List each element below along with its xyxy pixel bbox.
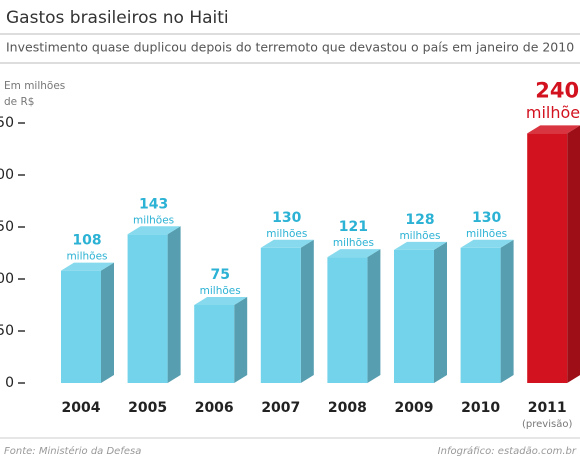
- y-tick-label: 200: [0, 167, 14, 183]
- bar-side: [567, 125, 580, 383]
- bar-side: [101, 262, 114, 383]
- y-axis-label: de R$: [4, 96, 34, 108]
- data-label-unit: milhões: [399, 230, 440, 242]
- data-label: 240: [535, 78, 579, 102]
- bar: [460, 247, 501, 383]
- bar: [260, 247, 301, 383]
- chart-subtitle: Investimento quase duplicou depois do te…: [6, 40, 574, 55]
- x-tick-label: 2010: [461, 400, 500, 416]
- data-label-unit: milhões: [200, 285, 241, 297]
- y-tick-label: 0: [5, 375, 14, 391]
- data-label-unit: milhões: [133, 214, 174, 226]
- data-label-unit: milhões: [466, 228, 507, 240]
- y-tick-label: 150: [0, 219, 14, 235]
- x-tick-note: (previsão): [522, 419, 572, 430]
- bar-top: [61, 262, 114, 271]
- x-tick-label: 2009: [395, 400, 434, 416]
- bar: [61, 270, 101, 383]
- bar-side: [234, 297, 248, 383]
- bar-side: [300, 239, 314, 383]
- data-label: 130: [272, 210, 301, 226]
- credit: Infográfico: estadão.com.br: [438, 445, 577, 457]
- y-axis-label: Em milhões: [4, 80, 65, 92]
- y-tick-label: 250: [0, 115, 14, 131]
- bar-top: [460, 239, 514, 248]
- x-tick-label: 2007: [261, 400, 300, 416]
- data-label-unit: milhões: [266, 228, 307, 240]
- bar: [527, 133, 568, 383]
- x-tick-label: 2004: [62, 400, 101, 416]
- data-label: 128: [405, 212, 434, 228]
- y-tick-label: 50: [0, 323, 14, 339]
- data-label-unit: milhões: [526, 103, 580, 122]
- bar: [127, 234, 168, 383]
- data-label: 75: [210, 267, 229, 283]
- bar-top: [394, 241, 447, 250]
- x-tick-label: 2011: [528, 400, 567, 416]
- bar-top: [527, 125, 580, 134]
- chart-title: Gastos brasileiros no Haiti: [6, 8, 229, 28]
- bar: [327, 257, 368, 383]
- x-tick-label: 2008: [328, 400, 367, 416]
- x-tick-label: 2005: [128, 400, 167, 416]
- data-label: 130: [472, 210, 501, 226]
- source: Fonte: Ministério da Defesa: [4, 445, 141, 457]
- data-label-unit: milhões: [66, 251, 107, 263]
- y-tick-label: 100: [0, 271, 14, 287]
- bar-side: [434, 241, 447, 383]
- data-label: 108: [72, 233, 101, 249]
- bar-top: [194, 297, 248, 305]
- bar: [394, 249, 434, 383]
- bar-top: [260, 239, 314, 248]
- bar-top: [127, 226, 181, 235]
- bar-side: [367, 249, 381, 383]
- data-label: 143: [139, 196, 168, 212]
- bar: [194, 305, 235, 383]
- bar-side: [167, 226, 181, 383]
- bar-side: [500, 239, 514, 383]
- bar-top: [327, 249, 381, 258]
- data-label-unit: milhões: [333, 237, 374, 249]
- x-tick-label: 2006: [195, 400, 234, 416]
- data-label: 121: [339, 219, 368, 235]
